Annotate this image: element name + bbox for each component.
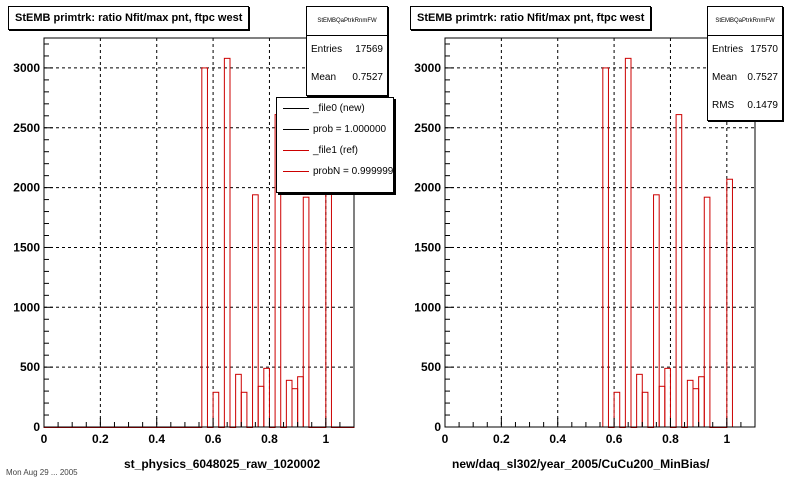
left-bin-37	[252, 194, 259, 428]
left-x-axis-label: st_physics_6048025_raw_1020002	[124, 457, 321, 471]
legend-swatch-probn	[283, 171, 309, 172]
right-x-tick-label-5: 1	[723, 432, 730, 446]
left-bin-46	[302, 196, 310, 428]
right-bin-7	[641, 391, 649, 428]
left-stats-name: StEMBQaPtrkRnmFW	[307, 7, 387, 36]
left-entries-label: Entries	[311, 44, 343, 55]
right-bin-6	[636, 373, 643, 428]
right-mean-value: 0.7527	[747, 72, 778, 83]
left-x-tick-label-1: 0.2	[92, 432, 109, 446]
left-stats-box: StEMBQaPtrkRnmFW Entries 17569 Mean 0.75…	[306, 6, 388, 96]
legend-entry-prob: prob = 1.000000	[277, 119, 393, 140]
legend-label-prob: prob = 1.000000	[313, 124, 387, 135]
left-bin-30	[212, 391, 220, 428]
right-x-tick-label-3: 0.6	[606, 432, 623, 446]
left-entries-value: 17569	[355, 44, 383, 55]
right-stats-mean: Mean 0.7527	[708, 64, 782, 92]
right-y-tick-label-2: 1000	[414, 300, 441, 314]
left-x-tick-label-5: 1	[322, 432, 329, 446]
footer-timestamp: Mon Aug 29 ... 2005	[6, 468, 78, 477]
left-mean-label: Mean	[311, 72, 337, 83]
legend-swatch-file0	[283, 108, 309, 109]
right-bin-4	[624, 57, 632, 428]
left-bin-43	[285, 379, 293, 428]
right-y-tick-label-0: 0	[434, 420, 441, 434]
left-y-tick-label-2: 1000	[13, 300, 40, 314]
right-bin-2	[613, 391, 621, 428]
right-x-tick-label-0: 0	[442, 432, 449, 446]
legend-label-file1: _file1 (ref)	[313, 145, 359, 156]
right-stats-name: StEMBQaPtrkRnmFW	[708, 7, 782, 36]
left-x-tick-label-3: 0.6	[205, 432, 222, 446]
left-bin-35	[240, 391, 248, 428]
left-bin-39	[263, 367, 270, 428]
right-stats-rms: RMS 0.1479	[708, 92, 782, 120]
right-x-axis-label: new/daq_sl302/year_2005/CuCu200_MinBias/	[452, 457, 710, 471]
right-bin-10	[658, 385, 666, 428]
left-y-tick-label-3: 1500	[13, 240, 40, 254]
left-bin-34	[235, 373, 242, 428]
right-y-tick-label-4: 2000	[414, 181, 441, 195]
right-stats-entries: Entries 17570	[708, 36, 782, 64]
left-mean-value: 0.7527	[352, 72, 383, 83]
left-y-tick-label-0: 0	[33, 420, 40, 434]
right-x-tick-label-4: 0.8	[662, 432, 679, 446]
left-bin-38	[257, 385, 265, 428]
right-entries-label: Entries	[712, 44, 744, 55]
right-bin-22	[726, 178, 733, 428]
right-y-tick-label-5: 2500	[414, 121, 441, 135]
legend-label-file0: _file0 (new)	[313, 103, 365, 114]
legend-entry-probn: probN = 0.999999	[277, 161, 393, 182]
right-entries-value: 17570	[750, 44, 778, 55]
right-bin-11	[664, 367, 671, 428]
legend-entry-file1: _file1 (ref)	[277, 140, 393, 161]
left-y-tick-label-1: 500	[20, 360, 40, 374]
right-bin-13	[675, 114, 683, 428]
left-stats-mean: Mean 0.7527	[307, 64, 387, 92]
right-y-tick-label-1: 500	[421, 360, 441, 374]
right-bin-15	[686, 379, 694, 428]
right-bin-9	[653, 194, 660, 428]
left-x-tick-label-0: 0	[41, 432, 48, 446]
left-bin-32	[223, 57, 231, 428]
right-histogram-title: StEMB primtrk: ratio Nfit/max pnt, ftpc …	[410, 6, 652, 30]
legend-label-probn: probN = 0.999999	[313, 166, 394, 177]
left-bin-45	[297, 376, 304, 428]
left-stats-entries: Entries 17569	[307, 36, 387, 64]
left-bin-44	[291, 388, 299, 428]
right-stats-box: StEMBQaPtrkRnmFW Entries 17570 Mean 0.75…	[707, 6, 783, 121]
left-y-tick-label-6: 3000	[13, 61, 40, 75]
right-x-tick-label-1: 0.2	[493, 432, 510, 446]
right-x-tick-label-2: 0.4	[549, 432, 566, 446]
right-bin-18	[703, 196, 711, 428]
left-histogram-title: StEMB primtrk: ratio Nfit/max pnt, ftpc …	[8, 6, 250, 30]
right-bin-17	[698, 376, 705, 428]
right-bin-16	[692, 388, 700, 428]
legend-entry-file0: _file0 (new)	[277, 98, 393, 119]
left-y-tick-label-4: 2000	[13, 181, 40, 195]
right-y-tick-label-6: 3000	[414, 61, 441, 75]
right-rms-label: RMS	[712, 100, 735, 111]
legend-swatch-file1	[283, 150, 309, 151]
right-y-tick-label-3: 1500	[414, 240, 441, 254]
left-legend: _file0 (new) prob = 1.000000 _file1 (ref…	[276, 97, 394, 193]
right-rms-value: 0.1479	[747, 100, 778, 111]
left-y-tick-label-5: 2500	[13, 121, 40, 135]
left-x-tick-label-4: 0.8	[261, 432, 278, 446]
right-mean-label: Mean	[712, 72, 738, 83]
legend-swatch-prob	[283, 129, 309, 130]
left-bin-50	[325, 178, 332, 428]
left-x-tick-label-2: 0.4	[148, 432, 165, 446]
